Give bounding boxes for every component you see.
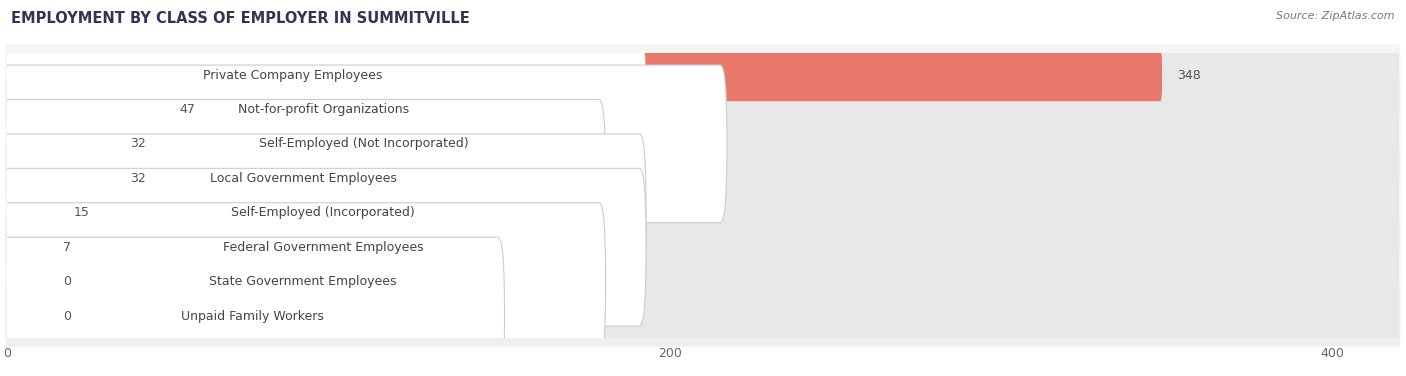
FancyBboxPatch shape — [6, 152, 1400, 205]
FancyBboxPatch shape — [0, 237, 505, 376]
FancyBboxPatch shape — [6, 186, 1400, 239]
FancyBboxPatch shape — [6, 79, 1400, 140]
Text: Self-Employed (Incorporated): Self-Employed (Incorporated) — [232, 206, 415, 219]
FancyBboxPatch shape — [0, 65, 727, 223]
FancyBboxPatch shape — [0, 30, 645, 188]
Text: Federal Government Employees: Federal Government Employees — [224, 241, 423, 254]
Text: 7: 7 — [63, 241, 72, 254]
FancyBboxPatch shape — [6, 290, 1400, 342]
FancyBboxPatch shape — [6, 118, 1400, 170]
FancyBboxPatch shape — [6, 83, 1400, 136]
FancyBboxPatch shape — [6, 255, 48, 308]
Text: 32: 32 — [129, 172, 145, 185]
Text: Local Government Employees: Local Government Employees — [209, 172, 396, 185]
FancyBboxPatch shape — [6, 221, 1400, 273]
Text: State Government Employees: State Government Employees — [209, 275, 396, 288]
Text: Private Company Employees: Private Company Employees — [204, 68, 382, 82]
Text: Self-Employed (Not Incorporated): Self-Employed (Not Incorporated) — [259, 137, 468, 150]
FancyBboxPatch shape — [6, 285, 1400, 347]
Text: EMPLOYMENT BY CLASS OF EMPLOYER IN SUMMITVILLE: EMPLOYMENT BY CLASS OF EMPLOYER IN SUMMI… — [11, 11, 470, 26]
Text: 0: 0 — [63, 309, 72, 323]
FancyBboxPatch shape — [0, 100, 606, 257]
FancyBboxPatch shape — [6, 49, 1400, 101]
FancyBboxPatch shape — [6, 113, 1400, 174]
FancyBboxPatch shape — [6, 217, 1400, 278]
FancyBboxPatch shape — [6, 221, 48, 273]
FancyBboxPatch shape — [6, 44, 1400, 106]
FancyBboxPatch shape — [6, 49, 1161, 101]
FancyBboxPatch shape — [6, 182, 1400, 243]
FancyBboxPatch shape — [6, 83, 165, 136]
Text: Unpaid Family Workers: Unpaid Family Workers — [181, 309, 323, 323]
FancyBboxPatch shape — [6, 118, 115, 170]
Text: Source: ZipAtlas.com: Source: ZipAtlas.com — [1277, 11, 1395, 21]
Text: Not-for-profit Organizations: Not-for-profit Organizations — [238, 103, 409, 116]
Text: 348: 348 — [1177, 68, 1201, 82]
FancyBboxPatch shape — [6, 290, 48, 342]
Text: 15: 15 — [73, 206, 89, 219]
FancyBboxPatch shape — [6, 148, 1400, 209]
FancyBboxPatch shape — [0, 203, 606, 361]
FancyBboxPatch shape — [0, 134, 645, 291]
FancyBboxPatch shape — [0, 168, 645, 326]
FancyBboxPatch shape — [0, 0, 585, 154]
FancyBboxPatch shape — [6, 255, 1400, 308]
FancyBboxPatch shape — [6, 152, 115, 205]
Text: 47: 47 — [180, 103, 195, 116]
FancyBboxPatch shape — [6, 251, 1400, 312]
FancyBboxPatch shape — [6, 186, 59, 239]
Text: 0: 0 — [63, 275, 72, 288]
Text: 32: 32 — [129, 137, 145, 150]
